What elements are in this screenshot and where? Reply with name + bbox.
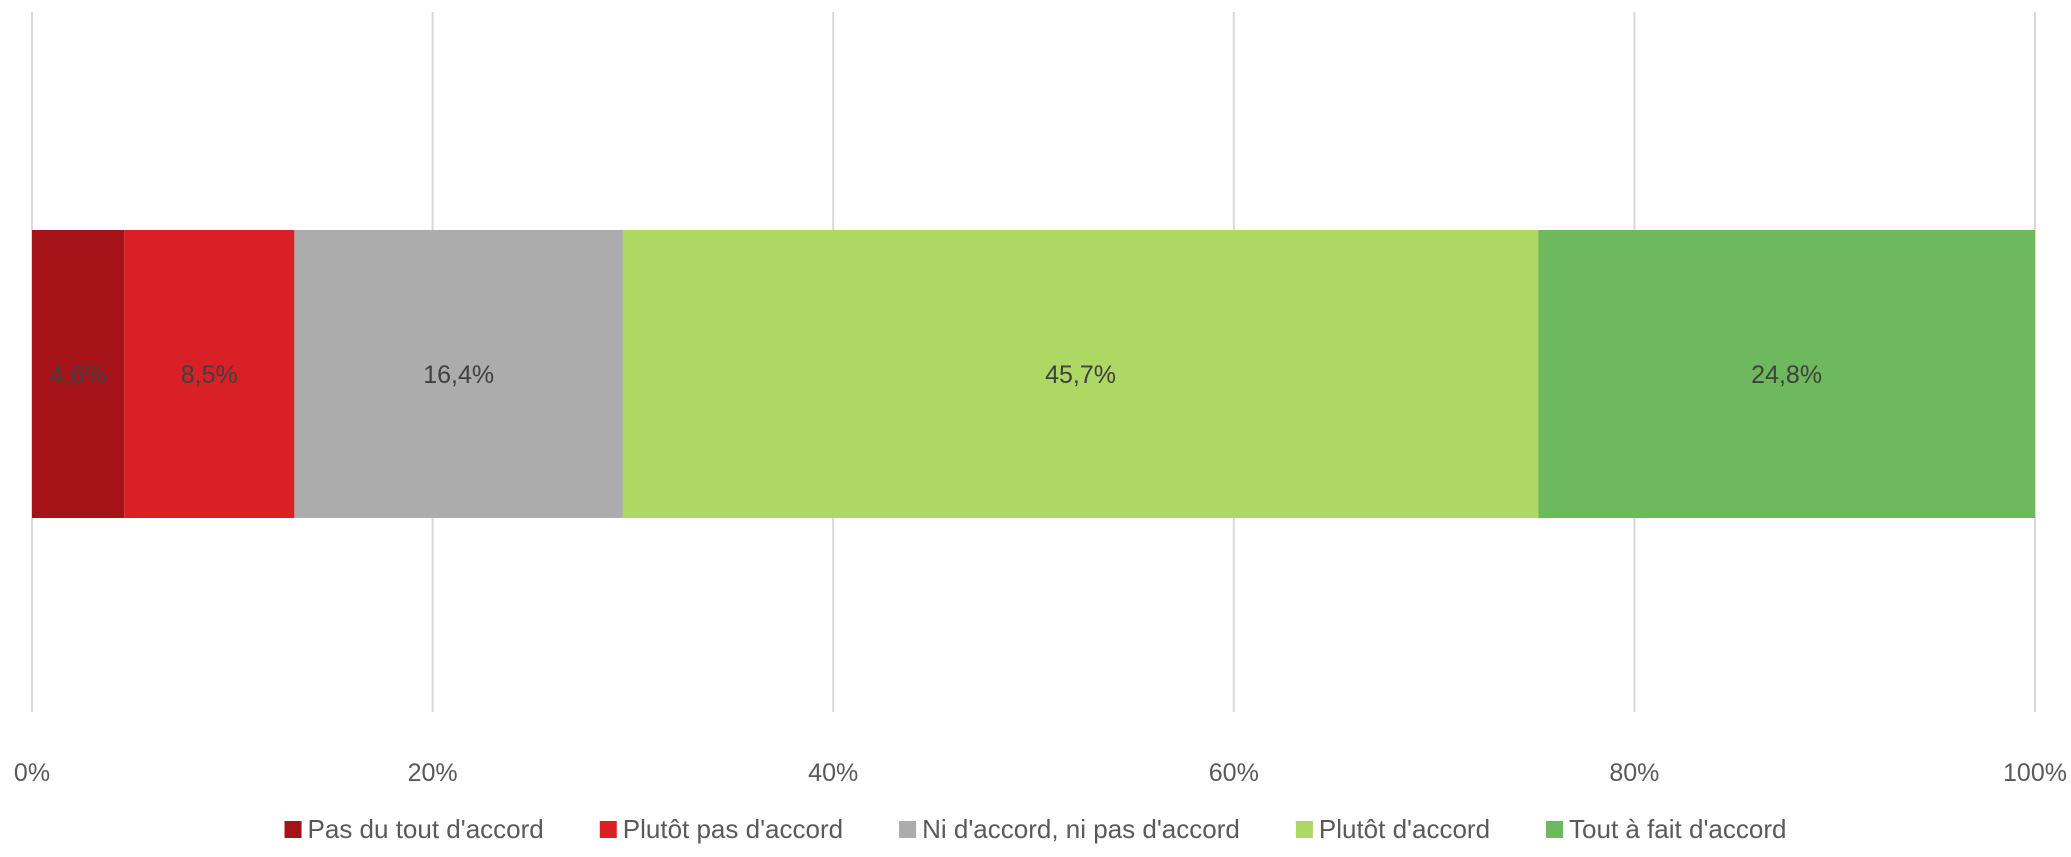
bar-segment [294, 230, 623, 518]
legend-swatch [284, 821, 302, 838]
bar-segments [32, 230, 2035, 518]
bar-segment [1538, 230, 2035, 518]
legend-item: Plutôt d'accord [1295, 814, 1490, 844]
legend-label: Ni d'accord, ni pas d'accord [922, 814, 1240, 844]
data-label: 16,4% [423, 361, 494, 389]
legend: Pas du tout d'accord Plutôt pas d'accord N… [284, 814, 1786, 844]
x-tick-label: 100% [2003, 759, 2067, 787]
legend-item: Plutôt pas d'accord [599, 814, 843, 844]
x-tick-label: 0% [14, 759, 50, 787]
legend-item: Ni d'accord, ni pas d'accord [899, 814, 1240, 844]
data-label: 4,6% [50, 361, 107, 389]
legend-swatch [1295, 821, 1313, 838]
bar-segment [32, 230, 125, 518]
x-tick-label: 40% [808, 759, 858, 787]
data-label: 45,7% [1045, 361, 1116, 389]
legend-swatch [899, 821, 917, 838]
x-tick-label: 80% [1609, 759, 1659, 787]
data-label: 24,8% [1751, 361, 1822, 389]
legend-label: Plutôt d'accord [1319, 814, 1490, 844]
legend-label: Plutôt pas d'accord [623, 814, 843, 844]
bar-segment [622, 230, 1539, 518]
legend-item: Tout à fait d'accord [1546, 814, 1786, 844]
legend-label: Pas du tout d'accord [308, 814, 544, 844]
bar-segment [124, 230, 295, 518]
data-labels: 4,6% 8,5% 16,4% 45,7% 24,8% [50, 361, 1822, 389]
legend-item: Pas du tout d'accord [284, 814, 544, 844]
legend-swatch [1546, 821, 1564, 838]
x-axis-tick-labels: 0% 20% 40% 60% 80% 100% [14, 759, 2067, 787]
x-tick-label: 20% [408, 759, 458, 787]
data-label: 8,5% [181, 361, 238, 389]
legend-label: Tout à fait d'accord [1569, 814, 1786, 844]
legend-swatch [599, 821, 617, 838]
x-tick-label: 60% [1209, 759, 1259, 787]
